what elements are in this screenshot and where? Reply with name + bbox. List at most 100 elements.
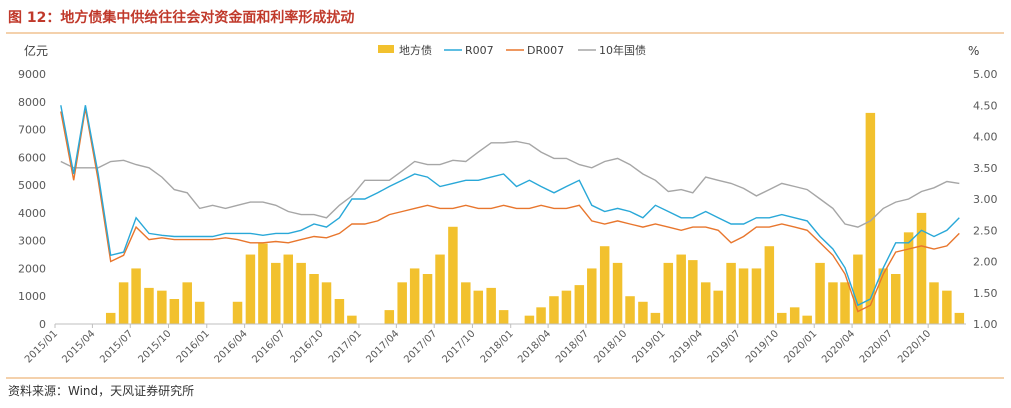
left-tick-label: 3000 xyxy=(18,235,46,248)
right-tick-label: 1.00 xyxy=(973,318,998,331)
right-tick-label: 5.00 xyxy=(973,68,998,81)
right-tick-label: 1.50 xyxy=(973,287,998,300)
bond-supply-bar xyxy=(612,262,623,324)
x-tick-label: 2018/04 xyxy=(516,328,553,365)
legend-label: 10年国债 xyxy=(599,43,646,57)
bond-supply-bar xyxy=(751,268,762,324)
bond-supply-bar xyxy=(903,232,914,324)
bond-supply-bar xyxy=(574,285,585,324)
bond-supply-bar xyxy=(409,268,420,324)
left-tick-label: 5000 xyxy=(18,179,46,192)
bond-supply-bar xyxy=(764,246,775,324)
x-tick-label: 2020/01 xyxy=(782,328,819,365)
bond-supply-bar xyxy=(625,296,635,324)
x-tick-label: 2017/10 xyxy=(440,328,477,365)
x-tick-label: 2016/01 xyxy=(175,328,212,365)
right-tick-label: 4.50 xyxy=(973,99,998,112)
bond-supply-bar xyxy=(738,268,749,324)
bond-supply-bar xyxy=(384,310,395,324)
left-tick-label: 7000 xyxy=(18,124,46,137)
bond-supply-bar xyxy=(942,290,952,324)
bond-supply-bar xyxy=(157,290,167,324)
left-tick-label: 1000 xyxy=(18,290,46,303)
bond-supply-bar xyxy=(815,262,825,324)
bond-supply-bar xyxy=(789,307,800,324)
bond-supply-bar xyxy=(105,312,116,324)
x-tick-label: 2015/10 xyxy=(136,328,173,365)
left-tick-label: 2000 xyxy=(18,262,46,275)
bond-supply-bar xyxy=(853,254,863,324)
bond-supply-bar xyxy=(486,287,496,324)
bond-supply-bar xyxy=(309,274,319,324)
bond-supply-bar xyxy=(777,312,787,324)
figure-title: 图 12：地方债集中供给往往会对资金面和利率形成扰动 xyxy=(8,9,354,26)
bond-supply-bar xyxy=(245,254,256,324)
bond-supply-bar xyxy=(347,315,357,324)
bond-supply-bar xyxy=(599,246,610,324)
bond-supply-bar xyxy=(498,310,509,324)
x-tick-label: 2020/10 xyxy=(896,328,933,365)
rate-lines xyxy=(60,105,960,313)
bond-supply-bar xyxy=(473,290,484,324)
bond-supply-bar xyxy=(536,307,546,324)
bond-supply-bar xyxy=(182,282,192,324)
bond-supply-bar xyxy=(688,260,698,324)
left-tick-label: 9000 xyxy=(18,68,46,81)
x-tick-label: 2016/07 xyxy=(250,328,287,365)
bond-supply-bar xyxy=(713,290,723,324)
bond-supply-bar xyxy=(650,312,661,324)
bond-supply-bar xyxy=(118,282,129,324)
left-axis-ticks: 0 1000 2000 3000 4000 5000 6000 7000 8000 9000 xyxy=(18,68,46,331)
bond-supply-bar xyxy=(726,262,736,324)
bond-supply-bar xyxy=(321,282,332,324)
bond-supply-bar xyxy=(549,296,559,324)
bond-supply-bar xyxy=(638,301,648,324)
x-tick-label: 2015/01 xyxy=(23,328,60,365)
right-tick-label: 2.50 xyxy=(973,224,998,237)
right-tick-label: 4.00 xyxy=(973,131,998,144)
source-note: 资料来源：Wind，天风证券研究所 xyxy=(8,383,194,398)
bond-supply-bar xyxy=(878,268,889,324)
bond-supply-bar xyxy=(194,301,205,324)
bond-supply-bar xyxy=(296,262,306,324)
x-tick-label: 2016/10 xyxy=(289,328,326,365)
right-tick-label: 3.00 xyxy=(973,193,998,206)
series-line-r007 xyxy=(60,105,960,307)
bond-supply-bar xyxy=(422,274,433,324)
bond-supply-bar xyxy=(524,315,535,324)
bond-supply-bar xyxy=(663,262,674,324)
left-tick-label: 8000 xyxy=(18,96,46,109)
x-tick-label: 2017/01 xyxy=(327,328,364,365)
series-line-dr007 xyxy=(60,108,960,313)
bond-supply-bar xyxy=(144,287,154,324)
bond-supply-bar xyxy=(334,299,345,324)
bond-supply-bar xyxy=(232,301,243,324)
bond-supply-bar xyxy=(169,299,180,324)
bond-supply-bar xyxy=(802,315,812,324)
x-tick-label: 2017/04 xyxy=(364,328,401,365)
right-axis-label: % xyxy=(968,44,979,58)
right-axis-ticks: 1.00 1.50 2.00 2.50 3.00 3.50 4.00 4.50 5.00 xyxy=(973,68,998,331)
series-line-treasury-10y xyxy=(60,140,960,228)
left-tick-label: 0 xyxy=(39,318,46,331)
bond-supply-bar xyxy=(461,282,471,324)
x-tick-label: 2019/04 xyxy=(668,328,705,365)
legend-swatch xyxy=(378,45,394,53)
bond-supply-bar xyxy=(271,262,281,324)
x-tick-label: 2015/04 xyxy=(60,328,97,365)
x-tick-label: 2018/01 xyxy=(479,328,516,365)
bond-supply-bars xyxy=(105,112,965,324)
legend-label: R007 xyxy=(465,44,494,57)
right-tick-label: 2.00 xyxy=(973,256,998,269)
x-axis-ticks: 2015/01 2015/04 2015/07 2015/10 2016/01 2016/… xyxy=(23,324,933,365)
bond-supply-bar xyxy=(283,254,294,324)
x-tick-label: 2015/07 xyxy=(98,328,135,365)
bond-supply-bar xyxy=(828,282,838,324)
legend-label: DR007 xyxy=(527,44,564,57)
x-tick-label: 2018/10 xyxy=(592,328,629,365)
bond-supply-bar xyxy=(890,274,901,324)
x-tick-label: 2018/07 xyxy=(554,328,591,365)
bond-supply-bar xyxy=(397,282,407,324)
right-tick-label: 3.50 xyxy=(973,162,998,175)
